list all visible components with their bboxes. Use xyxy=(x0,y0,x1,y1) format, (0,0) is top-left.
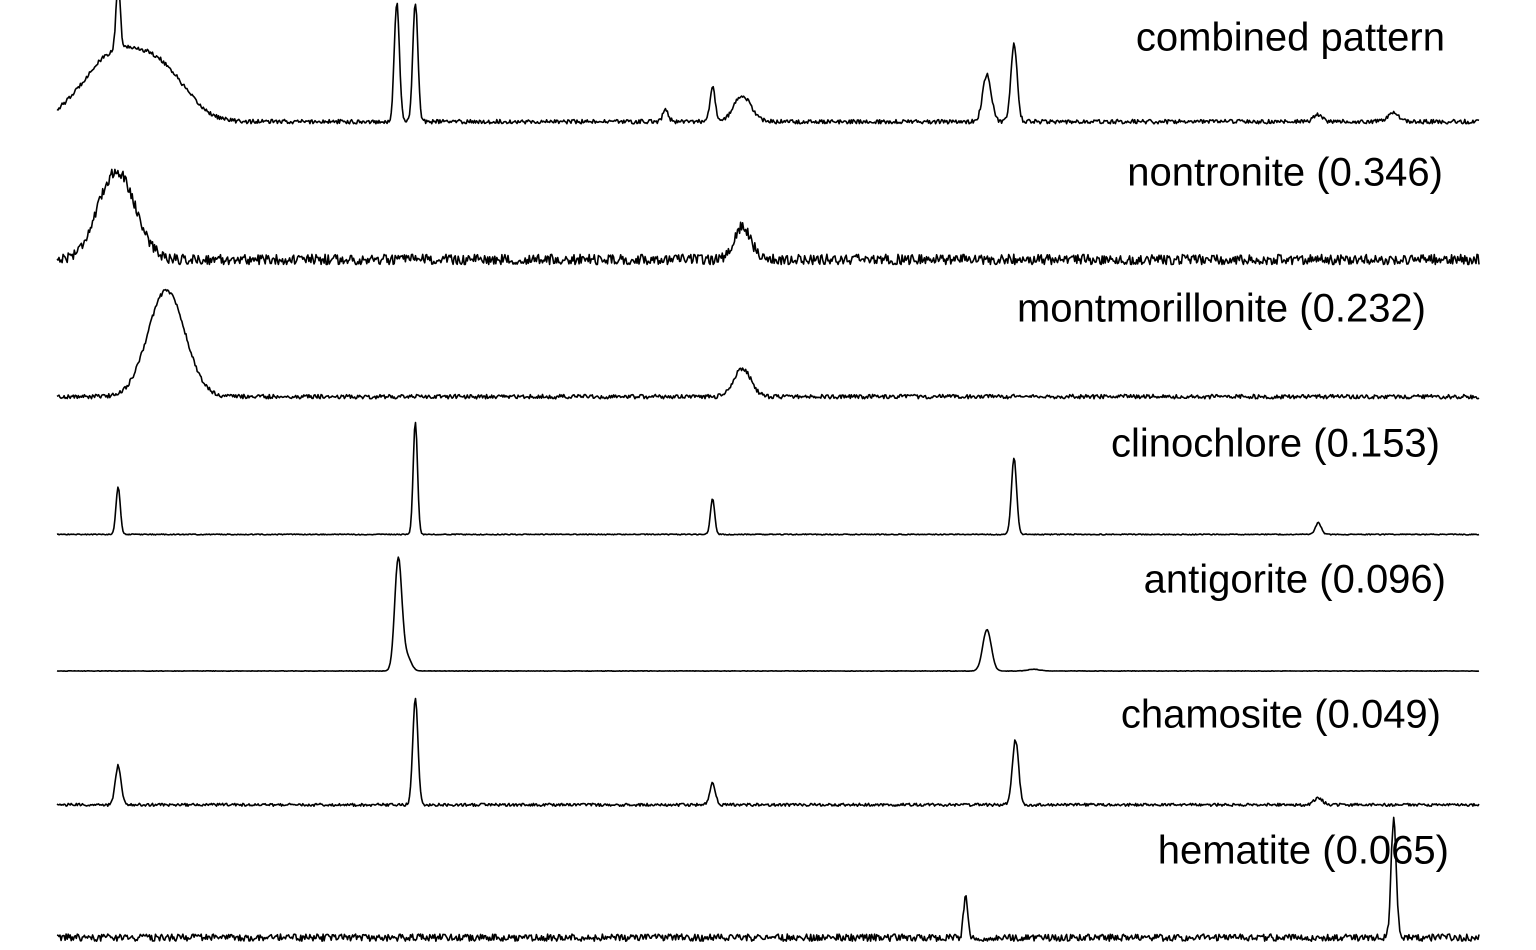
series-label-nontronite: nontronite (0.346) xyxy=(1127,151,1443,195)
series-label-chamosite: chamosite (0.049) xyxy=(1121,693,1441,737)
series-label-antigorite: antigorite (0.096) xyxy=(1144,558,1446,602)
series-line-clinochlore xyxy=(56,421,1480,536)
series-label-combined-pattern: combined pattern xyxy=(1136,16,1445,60)
series-line-nontronite xyxy=(56,168,1480,266)
series-label-clinochlore: clinochlore (0.153) xyxy=(1111,422,1440,466)
series-line-chamosite xyxy=(56,697,1480,807)
series-line-antigorite xyxy=(56,556,1480,672)
series-line-hematite xyxy=(56,816,1480,942)
series-label-montmorillonite: montmorillonite (0.232) xyxy=(1017,287,1426,331)
series-label-hematite: hematite (0.065) xyxy=(1158,829,1449,873)
series-line-combined xyxy=(56,0,1480,125)
series-line-montmorillonite xyxy=(56,288,1480,400)
label-layer: combined pattern nontronite (0.346) mont… xyxy=(1017,16,1449,873)
trace-layer xyxy=(56,0,1480,942)
